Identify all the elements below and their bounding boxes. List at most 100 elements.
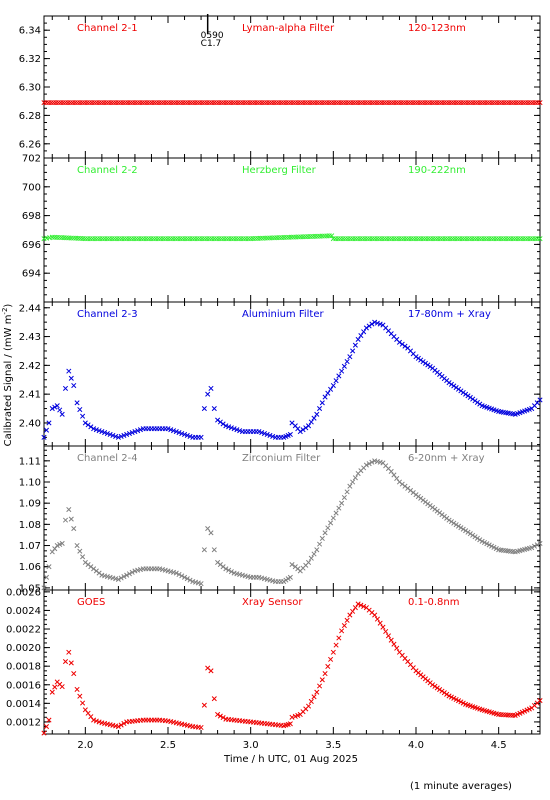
data-point [325,663,331,670]
y-tick-label: 0.0018 [6,662,41,673]
data-point [80,554,86,560]
data-point [223,423,229,429]
data-point [184,576,190,582]
band-label: 120-123nm [408,23,466,34]
panel-frame [43,445,541,591]
y-tick-label: 1.11 [19,456,41,467]
data-point [465,529,471,535]
data-point [534,542,540,548]
data-point [330,649,336,655]
data-point [43,724,50,730]
y-tick-label: 6.32 [19,54,41,65]
data-point [319,677,325,683]
data-point [388,637,394,643]
x-tick-label: 4.5 [491,740,507,751]
data-point [261,430,267,437]
band-label: 17-80nm + Xray [408,309,491,320]
data-point [333,378,339,384]
data-point [425,362,431,368]
data-point [93,427,99,433]
data-point [391,641,397,647]
data-point [228,569,234,575]
data-point [363,325,369,331]
data-point [80,700,86,706]
data-point [446,380,452,386]
data-point [54,403,60,409]
data-point [455,386,462,392]
data-point [314,689,320,695]
data-series [41,233,543,242]
data-point [287,721,293,727]
data-point [439,688,445,694]
data-point [118,722,124,728]
data-point [339,628,345,634]
data-series [41,601,543,736]
data-point [198,724,204,731]
data-point [474,535,480,541]
data-point [115,724,121,730]
data-point [358,333,364,339]
data-point [85,422,91,428]
data-point [66,506,72,513]
channel-label: Channel 2-2 [77,165,138,176]
data-point [41,730,47,736]
data-point [303,425,309,431]
data-point [415,355,421,361]
data-point [314,411,320,417]
data-point [317,541,323,547]
data-point [463,528,469,534]
data-point [68,660,74,666]
data-point [41,585,47,591]
data-point [121,574,127,580]
data-point [361,329,367,335]
data-point [300,427,306,433]
channel-label: Channel 2-1 [77,23,138,34]
x-tick-label: 3.5 [325,740,341,751]
y-tick-label: 694 [22,269,41,280]
data-point [49,406,55,412]
data-point [377,321,383,327]
data-point [463,391,469,397]
data-point [77,548,83,554]
data-point [383,628,389,635]
flare-marker-id: 0590 [201,31,224,41]
data-point [77,406,83,413]
data-point [336,373,342,379]
data-point [336,635,342,641]
data-point [451,520,457,526]
y-tick-label: 0.0014 [6,699,41,710]
channel-panel-5: 0.0012 0.0014 0.0016 0.0018 0.0020 0.0022 0.00… [6,587,543,736]
data-point [372,612,378,618]
data-point [68,516,74,522]
data-point [394,475,400,482]
y-tick-label: 1.05 [19,583,41,594]
data-point [184,432,190,438]
data-point [49,689,55,695]
panel-frame [43,15,541,159]
y-tick-label: 0.0026 [6,587,41,598]
data-point [217,419,223,425]
data-point [451,383,457,389]
data-point [470,532,476,538]
data-point [305,559,312,566]
data-point [305,703,312,709]
data-point [88,424,94,430]
data-point [413,354,419,360]
data-point [333,510,339,516]
data-point [350,608,356,614]
data-point [132,429,138,435]
data-point [289,562,295,568]
data-point [537,540,543,546]
data-point [333,642,339,648]
data-point [448,519,454,525]
data-point [402,343,408,349]
data-point [77,693,83,699]
data-point [529,545,535,551]
data-point [62,658,69,665]
y-axis-label: Calibrated Signal / (mW m-2) [1,304,14,447]
data-point [537,100,543,106]
data-point [115,576,121,582]
data-point [220,715,226,721]
data-point [347,354,353,360]
data-point [341,623,347,629]
